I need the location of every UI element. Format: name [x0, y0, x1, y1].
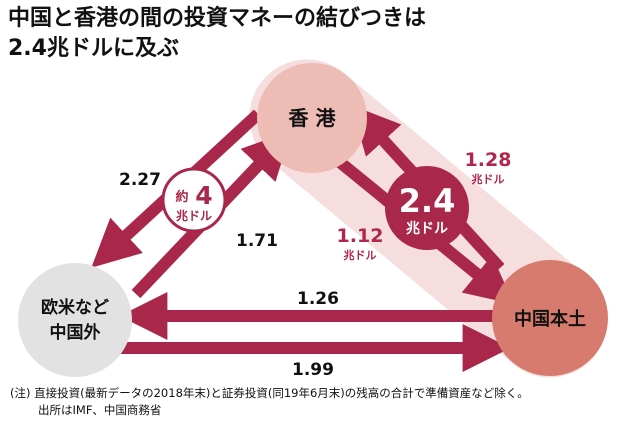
node-west-label-2: 中国外 [50, 322, 101, 343]
label-hk-to-mainland: 1.12 [337, 225, 384, 247]
label-mainland-to-hk-unit: 兆ドル [472, 172, 505, 186]
label-hk-to-west: 1.71 [236, 231, 278, 251]
label-mainland-to-hk: 1.28 [465, 149, 512, 171]
label-west-to-hk: 2.27 [119, 170, 161, 190]
badge-west-hk [161, 167, 227, 233]
node-west-label-1: 欧米など [41, 297, 109, 318]
label-hk-to-mainland-unit: 兆ドル [344, 248, 377, 262]
badge-hk-mainland [385, 166, 469, 250]
badge-hk-mainland-unit: 兆ドル [406, 221, 448, 237]
badge-hk-mainland-value: 2.4 [399, 182, 456, 220]
footnote-source: 出所はIMF、中国商務省 [38, 403, 162, 417]
node-west [18, 263, 132, 377]
badge-west-hk-unit: 兆ドル [176, 208, 212, 223]
node-hongkong-label: 香 港 [289, 106, 337, 130]
node-mainland [492, 260, 608, 376]
label-mainland-to-west: 1.26 [297, 289, 339, 309]
node-mainland-label: 中国本土 [514, 308, 586, 330]
footnote: (注) 直接投資(最新データの2018年末)と証券投資(同19年6月末)の残高の… [10, 385, 625, 419]
label-west-to-mainland: 1.99 [292, 360, 334, 380]
chart-title: 中国と香港の間の投資マネーの結びつきは 2.4兆ドルに及ぶ [8, 4, 618, 64]
footnote-line-1: (注) 直接投資(最新データの2018年末)と証券投資(同19年6月末)の残高の… [10, 386, 529, 400]
node-hongkong [257, 63, 367, 173]
badge-west-hk-prefix: 約 [175, 189, 188, 205]
title-line-1: 中国と香港の間の投資マネーの結びつきは [8, 6, 427, 31]
badge-west-hk-value: 4 [195, 181, 212, 210]
title-line-2: 2.4兆ドルに及ぶ [8, 36, 179, 61]
